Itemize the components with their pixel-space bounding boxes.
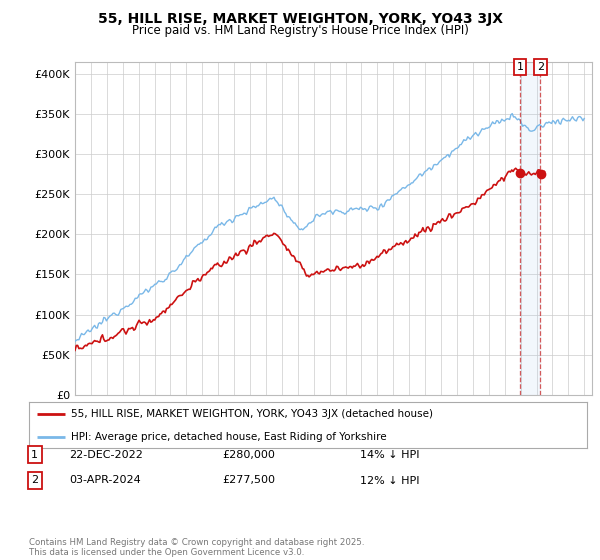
Text: 2: 2 xyxy=(537,62,544,72)
Text: 1: 1 xyxy=(517,62,524,72)
Text: Contains HM Land Registry data © Crown copyright and database right 2025.
This d: Contains HM Land Registry data © Crown c… xyxy=(29,538,364,557)
Text: 14% ↓ HPI: 14% ↓ HPI xyxy=(360,450,419,460)
Text: 1: 1 xyxy=(31,450,38,460)
Text: 12% ↓ HPI: 12% ↓ HPI xyxy=(360,475,419,486)
Text: 03-APR-2024: 03-APR-2024 xyxy=(69,475,141,486)
Bar xyxy=(520,62,541,395)
Text: 55, HILL RISE, MARKET WEIGHTON, YORK, YO43 3JX (detached house): 55, HILL RISE, MARKET WEIGHTON, YORK, YO… xyxy=(71,409,433,419)
Text: £280,000: £280,000 xyxy=(222,450,275,460)
Text: Price paid vs. HM Land Registry's House Price Index (HPI): Price paid vs. HM Land Registry's House … xyxy=(131,24,469,37)
Text: HPI: Average price, detached house, East Riding of Yorkshire: HPI: Average price, detached house, East… xyxy=(71,432,386,441)
Text: £277,500: £277,500 xyxy=(222,475,275,486)
Text: 2: 2 xyxy=(31,475,38,486)
Text: 22-DEC-2022: 22-DEC-2022 xyxy=(69,450,143,460)
Text: 55, HILL RISE, MARKET WEIGHTON, YORK, YO43 3JX: 55, HILL RISE, MARKET WEIGHTON, YORK, YO… xyxy=(97,12,503,26)
